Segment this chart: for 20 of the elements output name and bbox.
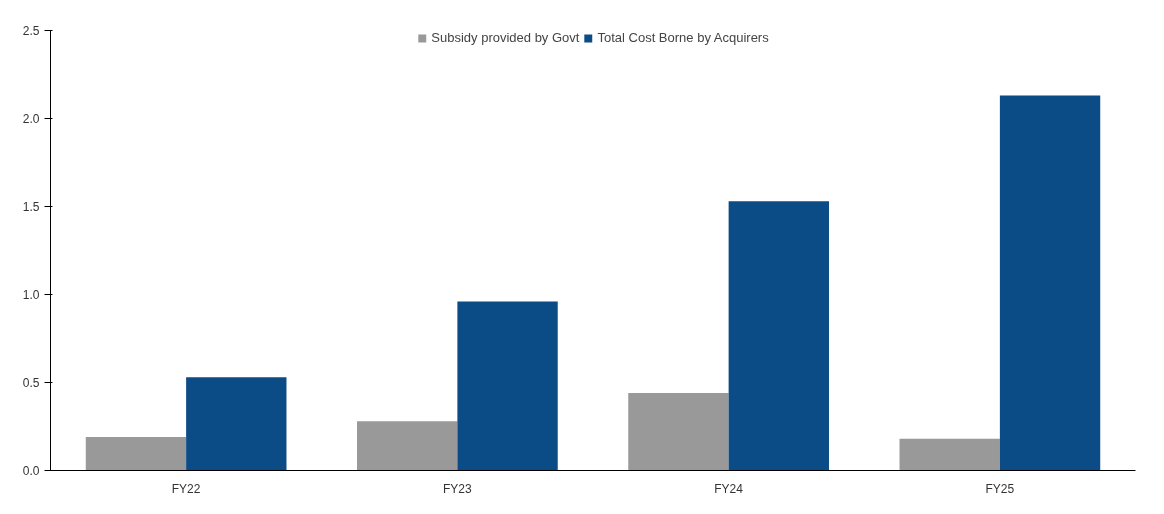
legend-label: Subsidy provided by Govt [431,30,580,45]
bar [899,438,1000,471]
bar [999,95,1101,471]
bar [357,421,458,471]
bar [85,437,187,471]
y-tick-label: 0.5 [22,376,40,390]
bar [186,377,287,471]
bar [728,201,829,471]
x-tick-label: FY22 [171,481,201,496]
y-tick-label: 2.0 [22,112,40,126]
y-tick-label: 1.5 [22,200,40,214]
y-tick-label: 1.0 [22,288,40,302]
x-tick-label: FY25 [985,481,1015,496]
bar [628,393,729,471]
y-tick-label: 2.5 [22,24,40,38]
bar [457,301,558,471]
y-tick-label: 0.0 [22,464,40,478]
x-tick-label: FY23 [443,481,473,496]
legend-label: Total Cost Borne by Acquirers [597,30,769,45]
x-tick-label: FY24 [714,481,744,496]
